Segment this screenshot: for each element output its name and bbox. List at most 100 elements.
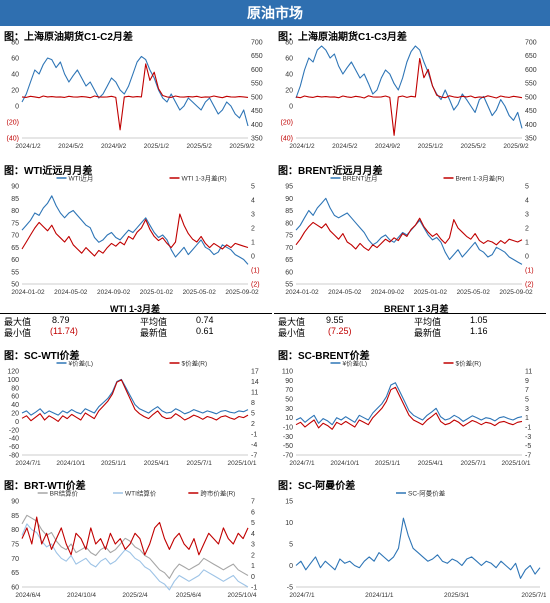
x-tick: 2024/1/2 — [15, 143, 41, 150]
y-tick-right: 1 — [525, 415, 529, 422]
series-line — [21, 55, 249, 127]
x-tick: 2025/1/2 — [418, 143, 444, 150]
series-line — [21, 379, 249, 422]
x-tick: 2024/7/1 — [15, 460, 41, 467]
y-tick-right: 14 — [251, 379, 259, 386]
y-tick-right: (1) — [251, 268, 260, 275]
y-tick-left: 60 — [11, 257, 19, 264]
x-tick: 2025/10/1 — [502, 460, 531, 467]
y-tick-right: 1 — [251, 563, 255, 570]
x-tick: 2024-05-02 — [54, 289, 88, 296]
y-tick-right: 7 — [525, 387, 529, 394]
y-tick-left: 80 — [11, 385, 19, 392]
legend-label: 跨市价差(R) — [200, 489, 235, 498]
y-tick-right: 4 — [251, 531, 255, 538]
y-tick-left: 85 — [11, 196, 19, 203]
panel-title-sc-c1c3: 图：上海原油期货C1-C3月差 — [278, 32, 407, 43]
legend-label: BR结算价 — [50, 489, 79, 498]
x-tick: 2025-05-02 — [183, 289, 217, 296]
x-tick: 2025/1/1 — [375, 460, 401, 467]
y-tick-left: 75 — [285, 233, 293, 240]
x-tick: 2024/5/2 — [332, 143, 358, 150]
y-tick-left: -30 — [283, 434, 293, 441]
y-tick-right: 0 — [251, 574, 255, 581]
y-tick-left: -20 — [9, 427, 19, 434]
x-tick: 2025-05-02 — [457, 289, 491, 296]
y-tick-left: 100 — [7, 377, 19, 384]
y-tick-right: 3 — [251, 212, 255, 219]
banner-title: 原油市场 — [0, 0, 550, 26]
y-tick-right: 700 — [525, 40, 537, 47]
legend-label: ¥价差(L) — [69, 359, 94, 368]
y-tick-left: 20 — [11, 411, 19, 418]
chart-wti-spread: 50 55 60 65 70 75 80 85 90 (2) (1) 0 1 2 3 4 5 2024-01-02… — [11, 174, 260, 297]
y-tick-left: 120 — [7, 369, 19, 376]
y-tick-right: 11 — [525, 369, 532, 376]
y-tick-left: 40 — [11, 72, 19, 79]
y-tick-right: 500 — [251, 94, 263, 101]
chart-sc-c1c3: (40) (20) 0 20 40 60 80 350 400 450 500 550 600 650 70… — [281, 40, 537, 151]
x-tick: 2024/10/1 — [330, 460, 359, 467]
x-tick: 2025/10/4 — [228, 592, 257, 599]
y-tick-left: (20) — [281, 120, 293, 127]
wti-min-label: 最小值 — [4, 328, 32, 338]
wti-max-value: 8.79 — [52, 315, 70, 325]
x-tick: 2025/2/4 — [122, 592, 148, 599]
x-tick: 2025/5/2 — [187, 143, 213, 150]
y-tick-left: 20 — [285, 88, 293, 95]
brent-stats-rule — [274, 313, 546, 314]
y-tick-right: 450 — [525, 108, 537, 115]
y-tick-right: 3 — [251, 542, 255, 549]
chart-sc-oman: -5 0 5 10 15 2024/7/1 2024/11/1 2025/3/1 2025/7/… — [285, 489, 546, 600]
y-tick-left: 65 — [11, 245, 19, 252]
y-tick-right: -1 — [251, 585, 257, 592]
x-tick: 2025/5/2 — [461, 143, 487, 150]
y-tick-right: 5 — [251, 411, 255, 418]
series-line — [295, 45, 523, 129]
wti-stats-heading: WTI 1-3月差 — [110, 304, 161, 314]
y-tick-left: 70 — [285, 387, 293, 394]
y-tick-right: 550 — [525, 81, 537, 88]
y-tick-left: -80 — [9, 453, 19, 460]
wti-avg-label: 平均值 — [140, 317, 168, 327]
y-tick-left: 0 — [15, 419, 19, 426]
y-tick-left: 40 — [11, 402, 19, 409]
wti-latest-value: 0.61 — [196, 326, 214, 336]
y-tick-left: (40) — [281, 136, 293, 143]
y-tick-left: 85 — [285, 208, 293, 215]
y-tick-right: 7 — [251, 499, 255, 506]
y-tick-right: 2 — [251, 226, 255, 233]
x-tick: 2025/7/1 — [187, 460, 213, 467]
y-tick-right: 5 — [525, 184, 529, 191]
y-tick-right: 3 — [525, 212, 529, 219]
y-tick-left: 90 — [285, 378, 293, 385]
y-tick-left: 0 — [289, 104, 293, 111]
legend-label: ¥价差(L) — [343, 359, 368, 368]
brent-latest-value: 1.16 — [470, 326, 488, 336]
y-tick-left: 60 — [285, 269, 293, 276]
y-tick-right: 9 — [525, 378, 529, 385]
x-tick: 2025/3/1 — [444, 592, 470, 599]
y-tick-left: 20 — [11, 88, 19, 95]
legend-label: Brent 1-3月差(R) — [456, 174, 505, 183]
y-tick-left: -40 — [9, 436, 19, 443]
wti-latest-label: 最新值 — [140, 328, 168, 338]
y-tick-left: -70 — [283, 453, 293, 460]
series-line — [21, 213, 249, 257]
series-line — [21, 516, 249, 556]
y-tick-right: 650 — [251, 53, 263, 60]
y-tick-left: 55 — [11, 269, 19, 276]
y-tick-right: 350 — [251, 136, 263, 143]
brent-max-label: 最大值 — [278, 317, 306, 327]
y-tick-right: 400 — [525, 122, 537, 129]
y-tick-right: 17 — [251, 369, 259, 376]
x-tick: 2024-01-02 — [285, 289, 319, 296]
y-tick-left: 70 — [285, 245, 293, 252]
y-tick-left: -5 — [287, 585, 293, 592]
y-tick-right: 500 — [525, 94, 537, 101]
legend-label: WTI近月 — [69, 174, 94, 183]
y-tick-left: 75 — [11, 542, 19, 549]
y-tick-right: 4 — [251, 198, 255, 205]
y-tick-left: 60 — [11, 585, 19, 592]
